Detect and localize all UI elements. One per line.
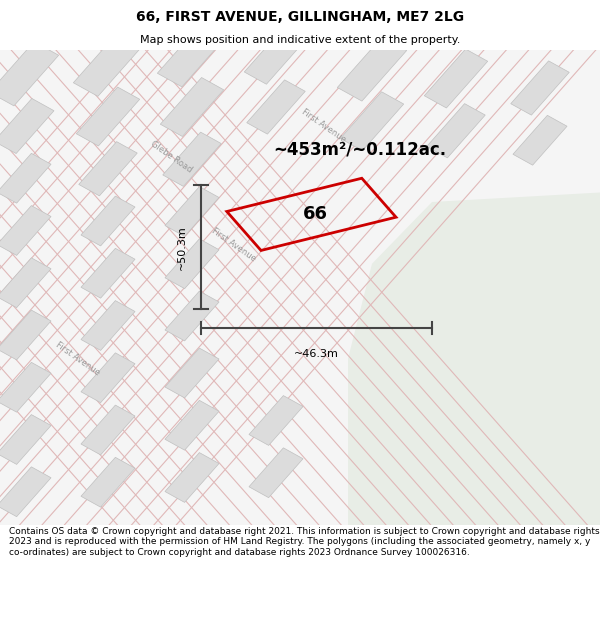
Polygon shape: [0, 414, 51, 464]
Polygon shape: [0, 50, 600, 525]
Polygon shape: [0, 467, 51, 517]
Polygon shape: [244, 25, 308, 84]
Polygon shape: [337, 37, 407, 101]
Text: First Avenue: First Avenue: [300, 107, 348, 144]
Polygon shape: [157, 22, 227, 87]
Polygon shape: [165, 239, 219, 289]
Polygon shape: [0, 258, 51, 308]
Polygon shape: [165, 348, 219, 398]
Polygon shape: [81, 196, 135, 246]
Polygon shape: [249, 396, 303, 446]
Polygon shape: [81, 248, 135, 298]
Polygon shape: [249, 448, 303, 498]
Polygon shape: [427, 104, 485, 158]
Text: First Avenue: First Avenue: [210, 226, 258, 263]
Polygon shape: [76, 87, 140, 146]
Polygon shape: [424, 49, 488, 108]
Polygon shape: [160, 78, 224, 136]
Text: First Avenue: First Avenue: [54, 340, 102, 377]
Polygon shape: [511, 61, 569, 115]
Polygon shape: [340, 92, 404, 151]
Polygon shape: [165, 401, 219, 450]
Polygon shape: [165, 187, 219, 236]
Polygon shape: [165, 291, 219, 341]
Polygon shape: [0, 310, 51, 360]
Polygon shape: [0, 153, 51, 203]
Polygon shape: [81, 405, 135, 455]
Polygon shape: [513, 116, 567, 165]
Polygon shape: [0, 99, 54, 154]
Polygon shape: [73, 32, 143, 96]
Polygon shape: [165, 452, 219, 503]
Text: Glebe Road: Glebe Road: [149, 139, 193, 174]
Polygon shape: [348, 192, 600, 525]
Polygon shape: [0, 206, 51, 256]
Polygon shape: [0, 362, 51, 412]
Text: 66: 66: [302, 205, 328, 223]
Polygon shape: [81, 458, 135, 507]
Polygon shape: [81, 301, 135, 351]
Polygon shape: [0, 42, 59, 106]
Polygon shape: [163, 132, 221, 186]
Text: ~50.3m: ~50.3m: [177, 225, 187, 269]
Polygon shape: [247, 80, 305, 134]
Text: ~453m²/~0.112ac.: ~453m²/~0.112ac.: [274, 141, 446, 159]
Text: ~46.3m: ~46.3m: [294, 349, 339, 359]
Polygon shape: [79, 142, 137, 196]
Polygon shape: [81, 353, 135, 402]
Text: Contains OS data © Crown copyright and database right 2021. This information is : Contains OS data © Crown copyright and d…: [9, 527, 599, 557]
Text: Map shows position and indicative extent of the property.: Map shows position and indicative extent…: [140, 35, 460, 45]
Text: 66, FIRST AVENUE, GILLINGHAM, ME7 2LG: 66, FIRST AVENUE, GILLINGHAM, ME7 2LG: [136, 10, 464, 24]
